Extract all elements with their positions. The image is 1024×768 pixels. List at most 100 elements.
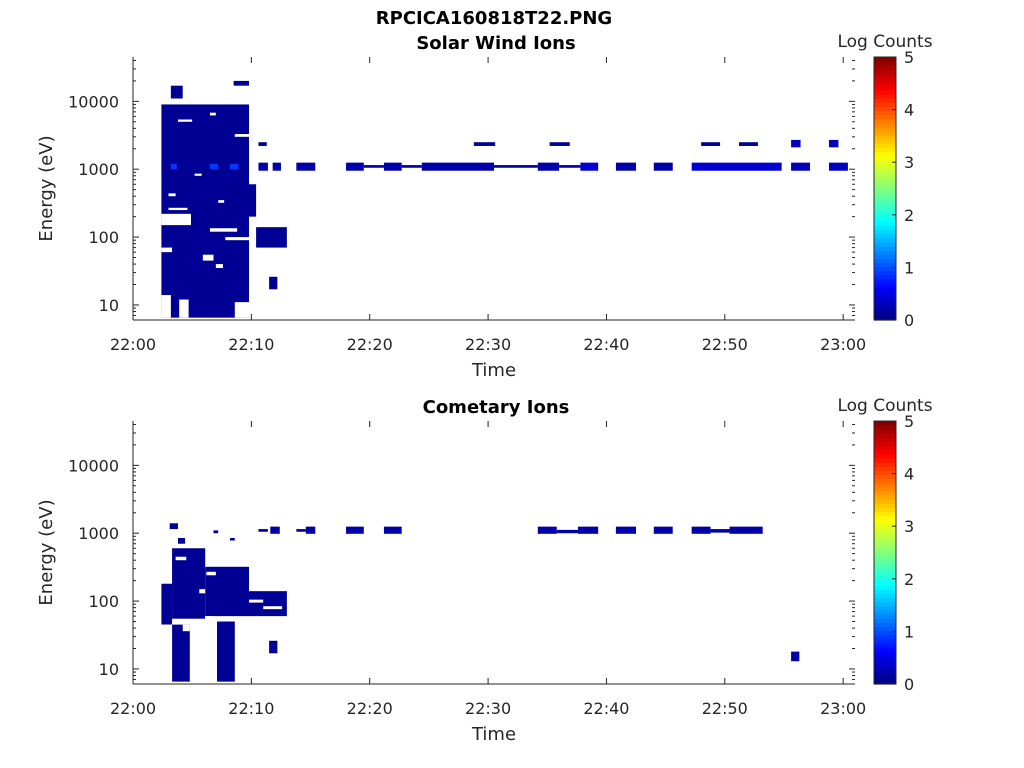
x-tick-label: 23:00 — [820, 335, 866, 354]
heatmap-cell — [256, 227, 287, 248]
colorbar-segment — [874, 225, 896, 231]
heatmap-cell — [305, 526, 316, 534]
x-axis-label: Time — [471, 360, 516, 381]
heatmap-cell — [828, 139, 839, 148]
colorbar-segment — [874, 630, 896, 636]
heatmap-cell — [383, 526, 402, 534]
x-tick-label: 22:50 — [702, 699, 748, 718]
no-data-gap — [168, 193, 176, 197]
colorbar-tick-label: 4 — [904, 465, 914, 484]
colorbar-segment — [874, 671, 896, 677]
heatmap-cell — [363, 165, 384, 168]
colorbar-segment — [874, 258, 896, 264]
colorbar-segment — [874, 445, 896, 451]
colorbar-segment — [874, 589, 896, 595]
heatmap-cell — [209, 163, 219, 170]
colorbar-segment — [874, 65, 896, 70]
colorbar-segment — [874, 167, 896, 173]
colorbar-segment — [874, 85, 896, 91]
heatmap-cell — [170, 85, 183, 99]
colorbar-segment — [874, 209, 896, 214]
colorbar-segment — [874, 560, 896, 566]
colorbar-segment — [874, 490, 896, 496]
no-data-gap — [202, 254, 214, 261]
heatmap-cell — [272, 162, 281, 171]
colorbar-segment — [874, 647, 896, 652]
colorbar-segment — [874, 135, 896, 140]
heatmap-cell — [580, 162, 599, 171]
colorbar-segment — [874, 254, 896, 259]
colorbar-segment — [874, 274, 896, 280]
heatmap-cell — [421, 162, 494, 171]
colorbar-segment — [874, 233, 896, 239]
y-tick-label: 1000 — [78, 160, 119, 179]
colorbar-segment — [874, 176, 896, 181]
colorbar-segment — [874, 544, 896, 549]
heatmap-cell — [556, 529, 579, 534]
colorbar-segment — [874, 614, 896, 619]
colorbar-segment — [874, 147, 896, 153]
colorbar-segment — [874, 437, 896, 443]
colorbar-segment — [874, 659, 896, 665]
colorbar-segment — [874, 184, 896, 190]
heatmap-cell — [269, 276, 278, 290]
no-data-gap — [225, 237, 249, 241]
colorbar-segment — [874, 139, 896, 144]
colorbar-segment — [874, 663, 896, 669]
colorbar-segment — [874, 540, 896, 545]
colorbar-tick-label: 5 — [904, 412, 914, 431]
no-data-gap — [161, 624, 173, 682]
colorbar-segment — [874, 515, 896, 521]
colorbar-segment — [874, 299, 896, 305]
colorbar-segment — [874, 61, 896, 66]
colorbar-segment — [874, 462, 896, 467]
y-tick-label: 10000 — [68, 456, 119, 475]
heatmap-cell — [828, 162, 848, 171]
colorbar-segment — [874, 118, 896, 124]
colorbar-segment — [874, 188, 896, 194]
colorbar-tick-label: 3 — [904, 153, 914, 172]
no-data-gap — [234, 134, 249, 137]
no-data-gap — [179, 299, 189, 318]
no-data-gap — [161, 213, 191, 226]
no-data-gap — [234, 302, 249, 318]
x-tick-label: 22:10 — [228, 699, 274, 718]
heatmap-cell — [172, 624, 190, 682]
cometary-panel: 22:00 22:10 22:20 22:30 22:40 22:50 23:0010100… — [36, 396, 933, 745]
heatmap-cell — [383, 162, 402, 171]
heatmap-cell — [791, 162, 811, 171]
colorbar-segment — [874, 531, 896, 537]
colorbar-segment — [874, 622, 896, 628]
colorbar-tick-label: 5 — [904, 48, 914, 67]
heatmap-cell — [217, 621, 235, 682]
colorbar-segment — [874, 180, 896, 185]
colorbar-segment — [874, 577, 896, 582]
x-axis-label: Time — [471, 724, 516, 745]
y-tick-label: 10 — [99, 296, 119, 315]
heatmap-cell — [296, 529, 306, 532]
colorbar-segment — [874, 573, 896, 578]
colorbar-segment — [874, 204, 896, 210]
x-tick-label: 22:20 — [347, 335, 393, 354]
no-data-gap — [209, 228, 238, 232]
heatmap-cell — [213, 530, 219, 534]
colorbar-segment — [874, 143, 896, 149]
colorbar-segment — [874, 449, 896, 455]
heatmap-cell — [549, 142, 570, 146]
colorbar-segment — [874, 278, 896, 284]
heatmap-cell — [296, 162, 316, 171]
heatmap-cell — [653, 526, 673, 534]
heatmap-cell — [701, 142, 721, 146]
colorbar-segment — [874, 675, 896, 681]
colorbar-tick-label: 2 — [904, 206, 914, 225]
heatmap-cell — [346, 162, 364, 171]
colorbar-segment — [874, 159, 896, 165]
colorbar-segment — [874, 69, 896, 75]
no-data-gap — [199, 589, 206, 594]
colorbar-segment — [874, 494, 896, 500]
heatmap-cell — [230, 163, 239, 170]
colorbar-segment — [874, 441, 896, 447]
heatmap-cell — [346, 526, 364, 534]
colorbar-segment — [874, 73, 896, 79]
